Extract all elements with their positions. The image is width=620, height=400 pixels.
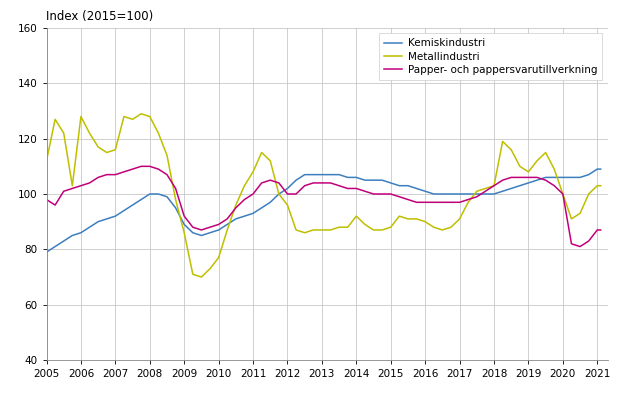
Papper- och pappersvarutillverkning (189, 225, 197, 230)
Metallindustri (301, 230, 308, 235)
Metallindustri (86, 131, 93, 136)
Line: Metallindustri: Metallindustri (46, 114, 601, 277)
Text: Index (2015=100): Index (2015=100) (46, 10, 154, 23)
Metallindustri (597, 183, 604, 188)
Metallindustri (309, 228, 317, 232)
Papper- och pappersvarutillverkning (301, 183, 308, 188)
Kemiskindustri (43, 250, 50, 254)
Papper- och pappersvarutillverkning (490, 183, 498, 188)
Metallindustri (232, 203, 239, 208)
Kemiskindustri (597, 167, 604, 172)
Metallindustri (198, 274, 205, 279)
Papper- och pappersvarutillverkning (138, 164, 145, 169)
Metallindustri (43, 158, 50, 163)
Kemiskindustri (559, 175, 567, 180)
Line: Papper- och pappersvarutillverkning: Papper- och pappersvarutillverkning (46, 166, 601, 246)
Papper- och pappersvarutillverkning (86, 180, 93, 185)
Kemiskindustri (284, 186, 291, 191)
Kemiskindustri (180, 222, 188, 227)
Kemiskindustri (482, 192, 489, 196)
Legend: Kemiskindustri, Metallindustri, Papper- och pappersvarutillverkning: Kemiskindustri, Metallindustri, Papper- … (379, 33, 603, 80)
Metallindustri (499, 139, 507, 144)
Metallindustri (138, 111, 145, 116)
Papper- och pappersvarutillverkning (597, 228, 604, 232)
Kemiskindustri (86, 225, 93, 230)
Papper- och pappersvarutillverkning (223, 216, 231, 221)
Metallindustri (189, 272, 197, 277)
Papper- och pappersvarutillverkning (577, 244, 584, 249)
Kemiskindustri (593, 167, 601, 172)
Kemiskindustri (215, 228, 223, 232)
Papper- och pappersvarutillverkning (43, 197, 50, 202)
Papper- och pappersvarutillverkning (293, 192, 300, 196)
Line: Kemiskindustri: Kemiskindustri (46, 169, 601, 252)
